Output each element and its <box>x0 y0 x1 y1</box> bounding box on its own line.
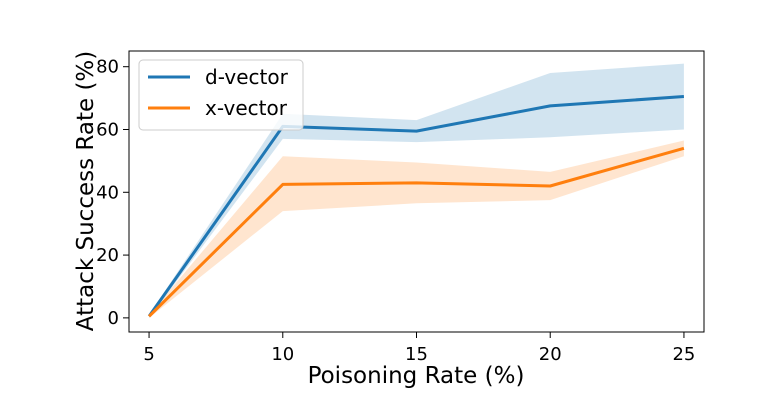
y-axis-label: Attack Success Rate (%) <box>73 51 99 331</box>
legend: d-vector x-vector <box>138 59 304 131</box>
series-line-x-vector <box>148 146 685 318</box>
series-line-d-vector <box>147 95 685 318</box>
y-tick-label: 20 <box>96 245 119 266</box>
x-tick-label: 5 <box>143 344 154 365</box>
y-tick-label: 40 <box>96 182 119 203</box>
x-tick-label: 20 <box>539 344 562 365</box>
series-lines <box>147 95 685 318</box>
y-axis-ticks: 0 20 40 60 80 <box>96 57 129 329</box>
x-axis-ticks: 5 10 15 20 25 <box>143 332 695 365</box>
band-x-vector <box>149 140 684 318</box>
y-tick-label: 60 <box>96 119 119 140</box>
x-tick-label: 10 <box>271 344 294 365</box>
y-tick-label: 80 <box>96 57 119 78</box>
x-axis-label: Poisoning Rate (%) <box>308 363 525 389</box>
legend-label-d-vector: d-vector <box>205 65 289 89</box>
y-tick-label: 0 <box>108 308 119 329</box>
legend-label-x-vector: x-vector <box>205 96 288 120</box>
x-tick-label: 15 <box>405 344 428 365</box>
x-tick-label: 25 <box>672 344 695 365</box>
